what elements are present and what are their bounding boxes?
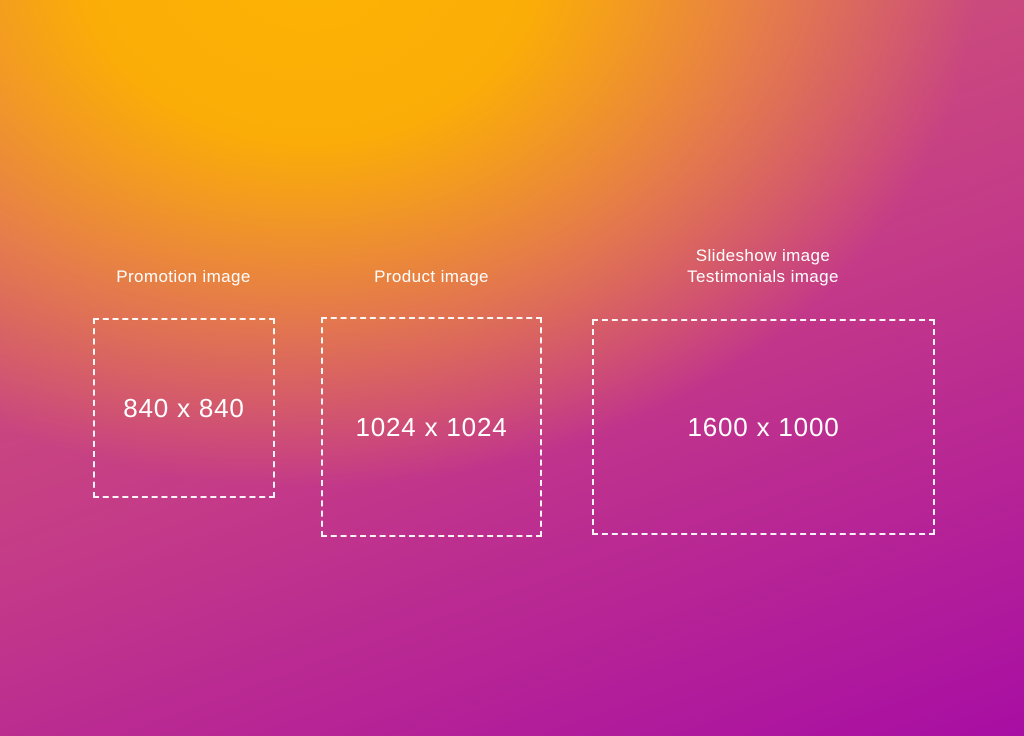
product-image-size-text: 1024 x 1024 [355,411,508,442]
testimonials-image-label: Testimonials image [687,267,839,286]
promotion-image-size-text: 840 x 840 [123,392,245,423]
promotion-image-label: Promotion image [116,267,251,286]
slideshow-image-label: Slideshow image [695,246,831,265]
slideshow-testimonials-label: Slideshow image Testimonials image [592,245,934,287]
product-image-placeholder: 1024 x 1024 [321,317,542,537]
slideshow-testimonials-size-text: 1600 x 1000 [687,411,840,442]
slideshow-testimonials-placeholder: 1600 x 1000 [592,319,935,535]
product-image-label: Product image [374,267,489,286]
promotion-image-placeholder: 840 x 840 [93,318,275,498]
